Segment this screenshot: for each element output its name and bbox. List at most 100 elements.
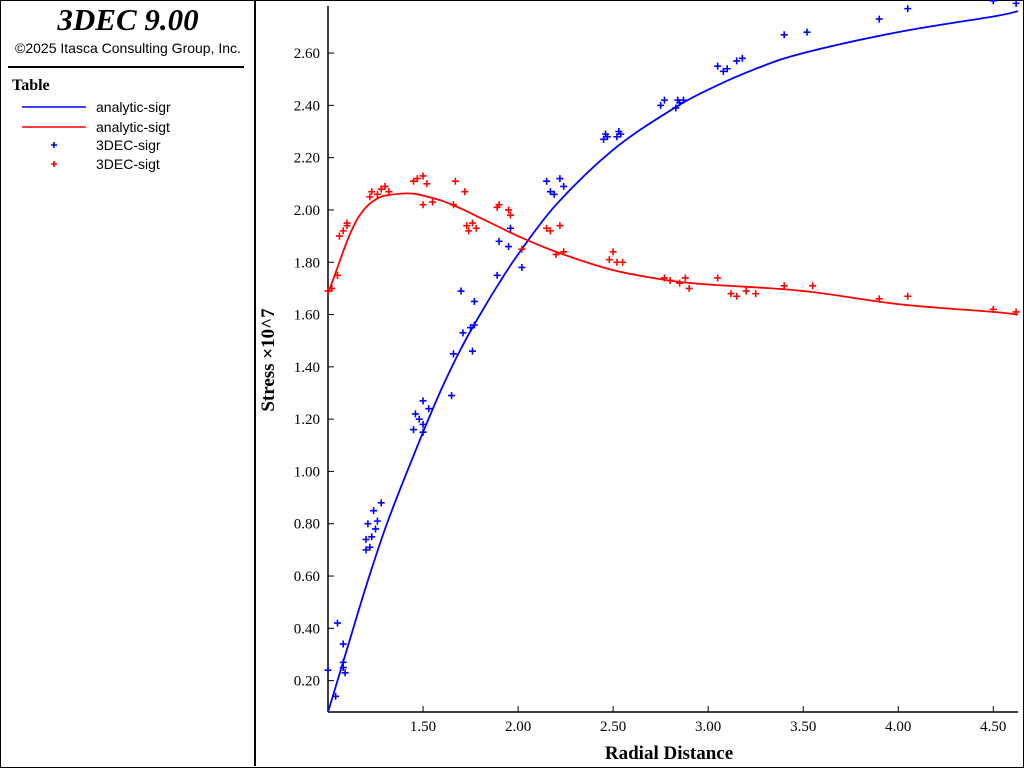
data-point-3DEC-sigr <box>415 415 423 423</box>
legend-label: analytic-sigr <box>96 99 171 115</box>
legend-line-swatch <box>22 106 86 108</box>
y-tick-label: 2.40 <box>294 98 320 114</box>
data-point-3DEC-sigr <box>904 5 912 13</box>
data-point-3DEC-sigr <box>506 224 514 232</box>
data-point-3DEC-sigr <box>341 669 349 677</box>
data-point-3DEC-sigt <box>495 201 503 209</box>
data-point-3DEC-sigr <box>543 177 551 185</box>
data-point-3DEC-sigr <box>672 104 680 112</box>
legend-cross-swatch <box>51 142 57 148</box>
axes <box>327 6 1018 713</box>
series-line-analytic-sigr <box>327 10 1019 713</box>
y-tick-label: 0.20 <box>294 674 320 690</box>
data-point-3DEC-sigt <box>685 284 693 292</box>
legend-line-swatch <box>22 126 86 128</box>
data-point-3DEC-sigr <box>449 350 457 358</box>
x-tick-label: 3.00 <box>695 719 721 735</box>
data-point-3DEC-sigt <box>727 290 735 298</box>
data-point-3DEC-sigr <box>448 392 456 400</box>
data-point-3DEC-sigr <box>989 0 997 5</box>
divider <box>8 66 244 68</box>
data-point-3DEC-sigr <box>364 520 372 528</box>
data-point-3DEC-sigt <box>666 277 674 285</box>
data-point-3DEC-sigr <box>780 31 788 39</box>
copyright-text: ©2025 Itasca Consulting Group, Inc. <box>15 40 241 56</box>
data-point-3DEC-sigt <box>556 222 564 230</box>
data-point-3DEC-sigt <box>518 245 526 253</box>
data-point-3DEC-sigr <box>738 54 746 62</box>
data-point-3DEC-sigt <box>619 258 627 266</box>
data-point-3DEC-sigr <box>518 263 526 271</box>
data-point-3DEC-sigr <box>470 321 478 329</box>
y-tick-label: 2.60 <box>294 46 320 62</box>
data-point-3DEC-sigt <box>506 211 514 219</box>
data-point-3DEC-sigr <box>676 99 684 107</box>
data-point-3DEC-sigt <box>429 198 437 206</box>
data-point-3DEC-sigr <box>723 65 731 73</box>
data-point-3DEC-sigr <box>457 287 465 295</box>
data-point-3DEC-sigt <box>742 287 750 295</box>
data-point-3DEC-sigr <box>733 57 741 65</box>
data-point-3DEC-sigt <box>373 190 381 198</box>
data-point-3DEC-sigt <box>714 274 722 282</box>
series-group <box>324 0 1020 713</box>
data-point-3DEC-sigt <box>461 188 469 196</box>
data-point-3DEC-sigr <box>505 243 513 251</box>
y-tick-label: 1.20 <box>294 412 320 428</box>
data-point-3DEC-sigr <box>419 420 427 428</box>
sidebar: 3DEC 9.00 ©2025 Itasca Consulting Group,… <box>0 0 256 766</box>
y-tick-label: 0.40 <box>294 621 320 637</box>
x-tick-label: 2.00 <box>505 719 531 735</box>
legend-cross-swatch <box>51 161 57 167</box>
legend-label: 3DEC-sigr <box>96 137 161 153</box>
data-point-3DEC-sigr <box>459 329 467 337</box>
x-axis-label: Radial Distance <box>605 743 733 764</box>
x-tick-label: 2.50 <box>600 719 626 735</box>
data-point-3DEC-sigr <box>468 347 476 355</box>
data-point-3DEC-sigr <box>560 182 568 190</box>
data-point-3DEC-sigr <box>362 546 370 554</box>
data-point-3DEC-sigt <box>449 201 457 209</box>
data-point-3DEC-sigr <box>332 692 340 700</box>
y-axis-label: Stress ×10^7 <box>258 308 279 412</box>
x-tick-label: 4.50 <box>980 719 1006 735</box>
y-tick-label: 1.00 <box>294 464 320 480</box>
data-point-3DEC-sigt <box>368 188 376 196</box>
data-point-3DEC-sigt <box>385 188 393 196</box>
x-tick-label: 3.50 <box>790 719 816 735</box>
data-point-3DEC-sigt <box>605 256 613 264</box>
y-tick-label: 1.80 <box>294 255 320 271</box>
data-point-3DEC-sigr <box>334 619 342 627</box>
legend-label: analytic-sigt <box>96 119 170 135</box>
y-tick-label: 1.60 <box>294 308 320 324</box>
data-point-3DEC-sigt <box>505 206 513 214</box>
data-point-3DEC-sigr <box>495 237 503 245</box>
data-point-3DEC-sigt <box>1012 308 1020 316</box>
data-point-3DEC-sigr <box>419 397 427 405</box>
legend-item-analytic-sigr: analytic-sigr <box>18 98 248 116</box>
data-point-3DEC-sigr <box>546 188 554 196</box>
x-tick-label: 1.50 <box>410 719 436 735</box>
y-tick-label: 2.20 <box>294 151 320 167</box>
app-title: 3DEC 9.00 <box>57 2 199 37</box>
data-point-3DEC-sigt <box>752 290 760 298</box>
data-point-3DEC-sigt <box>419 201 427 209</box>
y-tick-label: 0.80 <box>294 517 320 533</box>
data-point-3DEC-sigr <box>550 190 558 198</box>
data-point-3DEC-sigr <box>657 101 665 109</box>
legend-item-3dec-sigt: 3DEC-sigt <box>18 155 248 173</box>
data-point-3DEC-sigr <box>803 28 811 36</box>
y-tick-label: 0.60 <box>294 569 320 585</box>
legend-item-3dec-sigr: 3DEC-sigr <box>18 136 248 154</box>
data-point-3DEC-sigt <box>472 224 480 232</box>
chart-plot: 1.50 2.00 2.50 3.00 3.50 4.00 4.50 0.20 0.40 0.60… <box>258 0 1020 764</box>
data-point-3DEC-sigt <box>681 274 689 282</box>
data-point-3DEC-sigr <box>679 96 687 104</box>
data-point-3DEC-sigt <box>660 274 668 282</box>
data-point-3DEC-sigr <box>1012 0 1020 7</box>
data-point-3DEC-sigt <box>413 175 421 183</box>
data-point-3DEC-sigt <box>989 305 997 313</box>
data-point-3DEC-sigr <box>368 533 376 541</box>
legend-title: Table <box>12 77 50 94</box>
data-point-3DEC-sigt <box>733 292 741 300</box>
